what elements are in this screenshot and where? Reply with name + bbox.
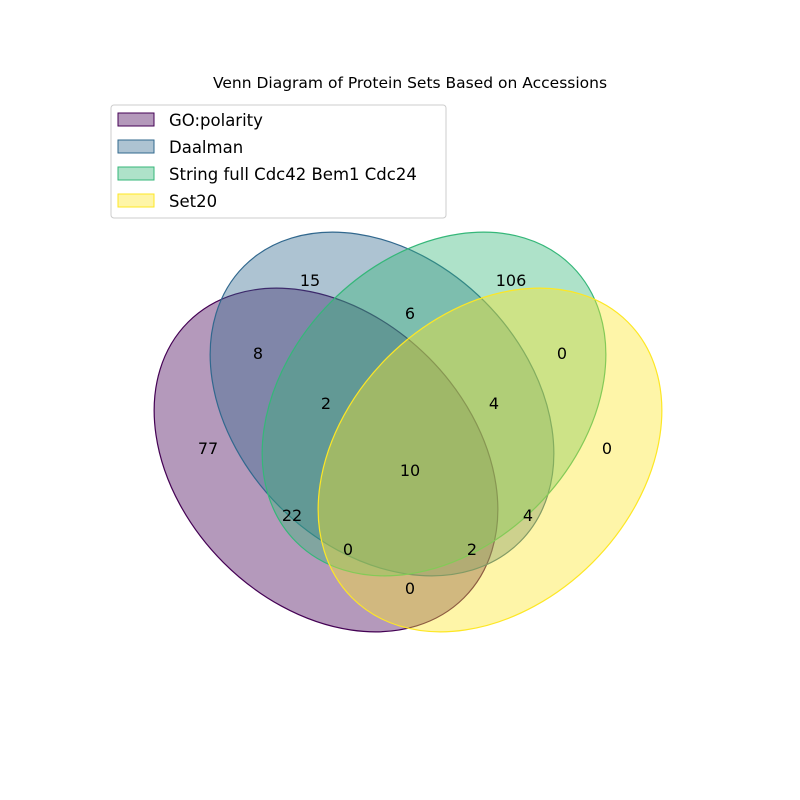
region-count: 4	[489, 394, 499, 413]
region-count: 0	[557, 344, 567, 363]
region-count: 2	[467, 540, 477, 559]
legend-swatch	[117, 193, 155, 208]
legend: GO:polarity Daalman String full Cdc42 Be…	[110, 104, 447, 219]
legend-swatch	[117, 112, 155, 127]
region-count: 106	[496, 271, 527, 290]
legend-swatch	[117, 139, 155, 154]
region-count: 0	[405, 579, 415, 598]
legend-item-set20: Set20	[117, 192, 217, 211]
legend-item-go-polarity: GO:polarity	[117, 111, 263, 130]
venn-ellipses	[153, 231, 663, 633]
legend-label: Daalman	[169, 138, 243, 157]
region-count: 22	[282, 506, 302, 525]
legend-item-daalman: Daalman	[117, 138, 243, 157]
legend-item-string-full: String full Cdc42 Bem1 Cdc24	[117, 165, 417, 184]
ellipse-string-full	[261, 231, 607, 577]
diagram-title: Venn Diagram of Protein Sets Based on Ac…	[213, 74, 607, 92]
legend-label: GO:polarity	[169, 111, 263, 130]
region-count: 8	[253, 344, 263, 363]
legend-frame	[110, 104, 447, 219]
region-count: 2	[321, 394, 331, 413]
region-counts: 15 106 6 8 0 2 4 77 0 10 22 4 0 2 0	[198, 271, 612, 598]
region-count: 10	[400, 461, 420, 480]
ellipse-daalman	[209, 231, 555, 577]
legend-label: Set20	[169, 192, 217, 211]
region-count: 77	[198, 439, 218, 458]
legend-label: String full Cdc42 Bem1 Cdc24	[169, 165, 417, 184]
region-count: 15	[300, 271, 320, 290]
region-count: 0	[602, 439, 612, 458]
ellipse-set20	[317, 287, 663, 633]
region-count: 0	[343, 540, 353, 559]
region-count: 4	[523, 506, 533, 525]
legend-swatch	[117, 166, 155, 181]
region-count: 6	[405, 304, 415, 323]
